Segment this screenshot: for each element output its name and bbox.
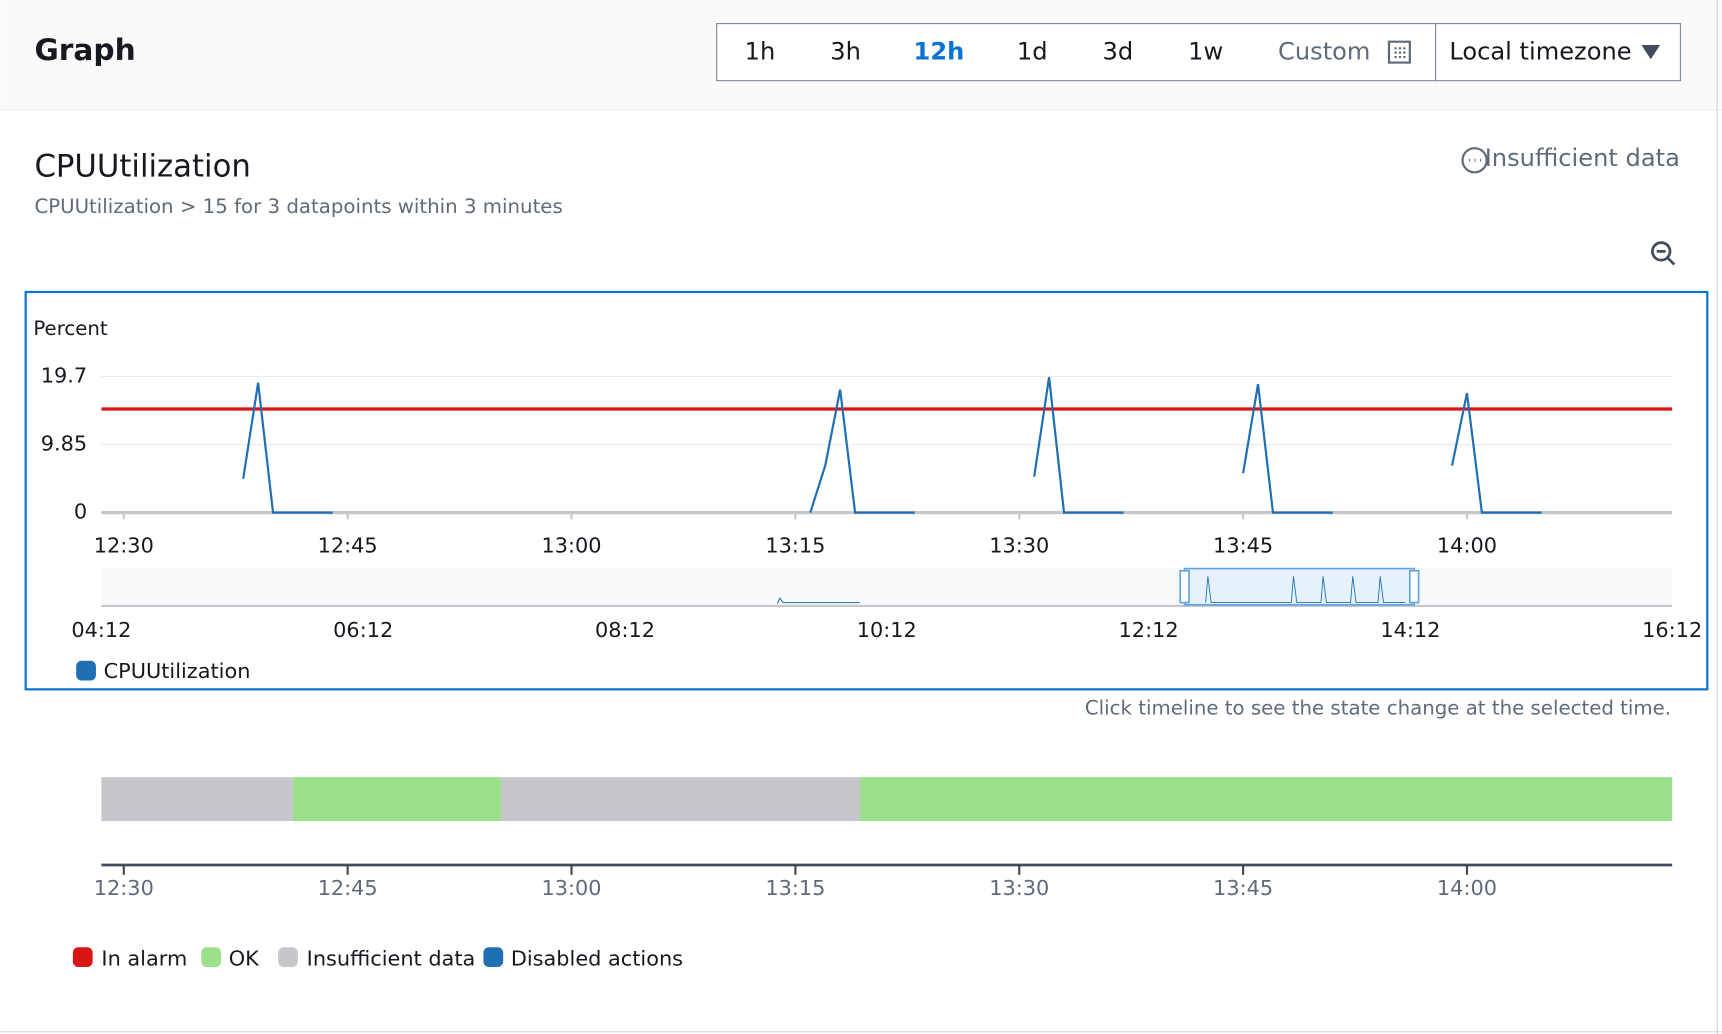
x-tick-label: 12:30 — [94, 534, 154, 558]
dropdown-caret — [1641, 45, 1661, 60]
timeline-tick-label: 12:30 — [94, 876, 154, 900]
timeline-tick-label: 12:45 — [318, 876, 378, 900]
y-tick-label: 19.7 — [41, 363, 87, 387]
navigator-bg — [101, 567, 1673, 606]
y-tick-label: 9.85 — [41, 432, 87, 456]
state-segment[interactable] — [501, 777, 861, 822]
timeline-tick-label: 13:00 — [541, 876, 601, 900]
state-icon — [1461, 147, 1488, 174]
state-legend-label: OK — [229, 946, 260, 970]
timeline-tick-label: 14:00 — [1437, 876, 1497, 900]
range-buttons: 1h 3h 12h 1d 3d 1w — [745, 38, 1224, 66]
state-legend-label: In alarm — [101, 946, 187, 970]
navigator-handle[interactable] — [1179, 569, 1190, 604]
x-tick-label: 13:45 — [1213, 534, 1273, 558]
range-button[interactable]: 3h — [830, 38, 861, 66]
state-legend-swatch — [483, 947, 504, 968]
navigator-tick-label: 06:12 — [333, 618, 393, 642]
navigator-tick-label: 08:12 — [595, 618, 655, 642]
x-tick-label: 14:00 — [1437, 534, 1497, 558]
timeline-tick-label: 13:45 — [1213, 876, 1273, 900]
timezone-select[interactable] — [1435, 23, 1681, 82]
y-tick-label: 0 — [74, 500, 87, 524]
calendar-icon — [1387, 40, 1411, 64]
range-button[interactable]: 3d — [1103, 38, 1134, 66]
legend-swatch — [76, 660, 96, 681]
x-tick-label: 12:45 — [318, 534, 378, 558]
x-tick-label: 13:30 — [989, 534, 1049, 558]
state-legend-swatch — [72, 947, 93, 968]
state-legend-swatch — [278, 947, 298, 968]
state-segment[interactable] — [292, 777, 502, 822]
state-legend-swatch — [201, 947, 222, 968]
navigator-tick-label: 12:12 — [1119, 618, 1179, 642]
timeline-tick-label: 13:30 — [989, 876, 1049, 900]
alarm-name: CPUUtilization — [34, 148, 250, 184]
navigator-handle[interactable] — [1408, 569, 1420, 604]
state-segment[interactable] — [860, 777, 1673, 822]
state-segment[interactable] — [101, 777, 293, 822]
state-legend-label: Insufficient data — [307, 946, 476, 970]
x-tick-label: 13:15 — [765, 534, 825, 558]
range-button[interactable]: 12h — [914, 38, 965, 66]
alarm-state: Insufficient data — [1485, 144, 1680, 172]
y-axis-label: Percent — [33, 317, 108, 340]
navigator-tick-label: 04:12 — [71, 618, 131, 642]
data-line — [242, 377, 1542, 514]
state-legend-label: Disabled actions — [511, 946, 683, 970]
chart-frame — [24, 290, 1709, 691]
navigator-sparkline — [777, 597, 860, 604]
timezone-label: Local timezone — [1449, 38, 1631, 66]
navigator-window-sparkline — [1205, 576, 1406, 604]
timeline-note: Click timeline to see the state change a… — [1085, 697, 1671, 720]
alarm-condition: CPUUtilization > 15 for 3 datapoints wit… — [34, 195, 562, 218]
x-tick-label: 13:00 — [541, 534, 601, 558]
legend-label[interactable]: CPUUtilization — [104, 659, 251, 683]
range-group — [716, 23, 1437, 82]
zoom-out-button[interactable] — [1651, 241, 1676, 266]
range-button[interactable]: 1d — [1017, 38, 1048, 66]
custom-button[interactable]: Custom — [1278, 38, 1370, 66]
range-button[interactable]: 1h — [745, 38, 776, 66]
timeline-tick-label: 13:15 — [765, 876, 825, 900]
header-title: Graph — [34, 32, 135, 67]
navigator-tick-label: 10:12 — [857, 618, 917, 642]
range-button[interactable]: 1w — [1188, 38, 1223, 66]
navigator-tick-label: 16:12 — [1642, 618, 1702, 642]
navigator-tick-label: 14:12 — [1380, 618, 1440, 642]
